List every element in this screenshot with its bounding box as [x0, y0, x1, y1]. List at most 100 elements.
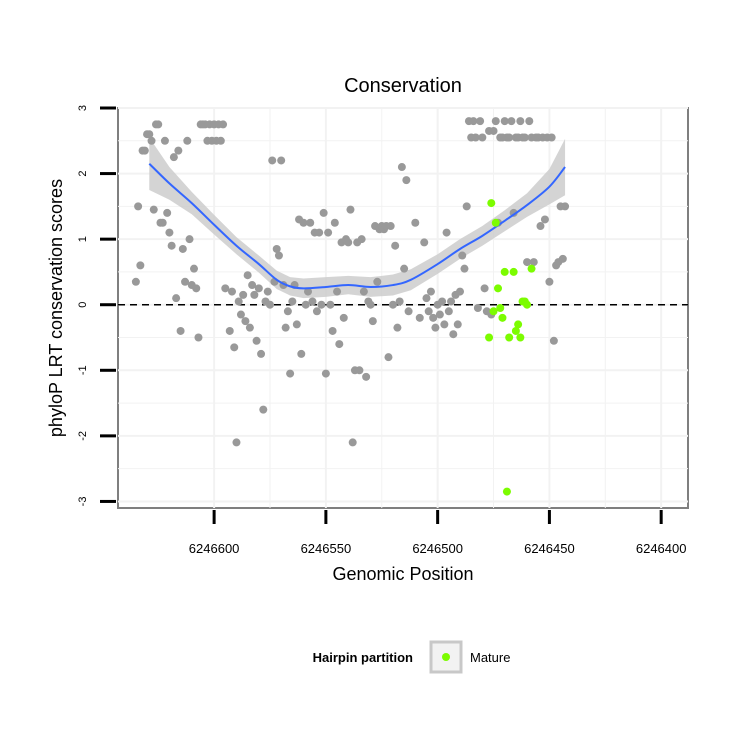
point-other [344, 238, 353, 247]
point-other [438, 297, 447, 306]
point-other [536, 222, 545, 231]
point-other [444, 307, 453, 316]
point-other [558, 254, 567, 263]
point-other [263, 287, 272, 296]
y-tick-label: -3 [77, 497, 89, 507]
point-other [299, 218, 308, 227]
point-other [167, 241, 176, 250]
point-other [297, 349, 306, 358]
point-other [312, 307, 321, 316]
point-other [301, 300, 310, 309]
point-mature [511, 326, 520, 335]
point-mature [527, 264, 536, 273]
point-other [154, 120, 163, 129]
point-other [476, 117, 485, 126]
point-other [304, 287, 312, 296]
point-mature [494, 284, 502, 293]
point-other [317, 300, 326, 309]
point-other [306, 218, 315, 227]
point-mature [520, 297, 529, 306]
point-other [178, 244, 187, 253]
point-other [333, 287, 342, 296]
point-other [489, 126, 498, 135]
point-other [315, 228, 324, 237]
legend-label-mature: Mature [470, 650, 510, 665]
point-other [429, 313, 438, 322]
point-other [259, 405, 268, 414]
x-axis-title: Genomic Position [332, 564, 473, 584]
point-other [192, 284, 201, 293]
point-other [388, 300, 397, 309]
point-other [529, 258, 538, 267]
point-other [431, 323, 440, 332]
y-axis-title: phyloP LRT conservation scores [46, 179, 66, 437]
point-other [400, 264, 409, 273]
point-other [176, 326, 185, 335]
point-other [424, 307, 433, 316]
x-tick-label: 6246550 [301, 541, 352, 556]
point-other [402, 176, 411, 185]
point-other [131, 277, 140, 286]
x-tick-label: 6246600 [189, 541, 240, 556]
point-other [274, 251, 283, 260]
point-other [147, 136, 156, 145]
point-other [243, 271, 252, 280]
point-other [185, 235, 194, 244]
point-other [281, 323, 290, 332]
point-other [549, 336, 558, 345]
point-other [411, 218, 420, 227]
point-other [507, 117, 516, 126]
point-other [500, 117, 509, 126]
chart-title: Conservation [344, 75, 462, 97]
point-other [321, 369, 330, 378]
point-mature [505, 333, 514, 342]
point-other [449, 330, 458, 339]
y-tick-label: 2 [77, 171, 89, 177]
point-other [395, 297, 404, 306]
point-other [145, 130, 154, 139]
point-other [520, 133, 529, 142]
point-other [516, 117, 525, 126]
point-other [366, 300, 375, 309]
y-tick-label: -2 [77, 431, 89, 441]
point-other [453, 320, 462, 329]
point-other [219, 120, 228, 129]
point-other [357, 235, 366, 244]
point-other [384, 353, 393, 362]
point-other [426, 287, 435, 296]
point-other [257, 349, 266, 358]
point-other [458, 251, 467, 260]
point-other [254, 284, 263, 293]
point-other [183, 136, 192, 145]
point-other [447, 297, 456, 306]
legend: Hairpin partition Mature [313, 640, 510, 674]
x-axis: 6246600 6246550 6246500 6246450 6246400 [189, 510, 686, 556]
point-other [228, 287, 236, 296]
point-other [308, 297, 317, 306]
point-other [373, 277, 382, 286]
point-other [277, 156, 286, 165]
point-other [415, 313, 424, 322]
point-other [236, 310, 245, 319]
point-other [442, 228, 451, 237]
point-other [283, 307, 292, 316]
point-mature [485, 333, 494, 342]
point-other [547, 133, 556, 142]
point-other [456, 287, 464, 296]
point-other [134, 202, 143, 211]
point-other [158, 218, 167, 227]
point-mature [509, 267, 518, 276]
point-other [348, 438, 357, 447]
point-other [404, 307, 413, 316]
point-other [335, 340, 344, 349]
point-other [397, 163, 406, 172]
point-mature [516, 333, 525, 342]
point-other [473, 304, 482, 312]
point-other [136, 261, 145, 270]
mature-points [485, 199, 536, 496]
point-mature [502, 487, 511, 496]
point-other [250, 290, 259, 299]
point-other [561, 202, 570, 211]
point-other [328, 326, 337, 335]
point-other [462, 202, 471, 211]
